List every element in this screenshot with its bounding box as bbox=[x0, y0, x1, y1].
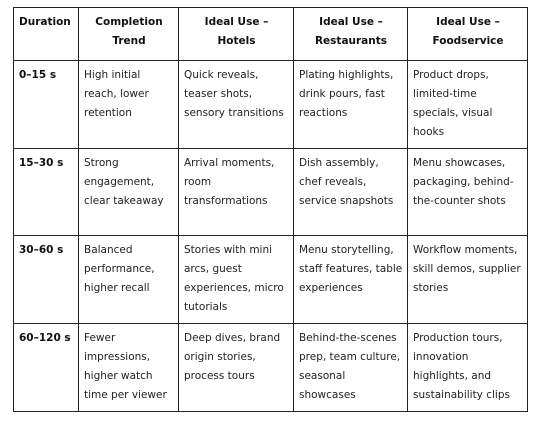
table-cell: Balanced performance, higher recall bbox=[78, 235, 179, 324]
table-body: 0–15 s High initial reach, lower retentio… bbox=[13, 60, 528, 412]
header-cell: Duration bbox=[13, 7, 79, 61]
table-cell: Dish assembly, chef reveals, service sna… bbox=[293, 148, 408, 236]
table-row: 60–120 s Fewer impressions, higher watch … bbox=[13, 323, 528, 412]
table-cell: Stories with mini arcs, guest experience… bbox=[178, 235, 294, 324]
table-cell: Quick reveals, teaser shots, sensory tra… bbox=[178, 60, 294, 149]
table-row: 30–60 s Balanced performance, higher reca… bbox=[13, 235, 528, 324]
duration-table: Duration Completion Trend Ideal Use – Hote… bbox=[13, 7, 528, 412]
header-cell: Ideal Use – Foodservice bbox=[407, 7, 528, 61]
table-cell: Workflow moments, skill demos, supplier … bbox=[407, 235, 528, 324]
table-cell: Deep dives, brand origin stories, proces… bbox=[178, 323, 294, 412]
duration-cell: 0–15 s bbox=[13, 60, 79, 149]
table-cell: High initial reach, lower retention bbox=[78, 60, 179, 149]
table-cell: Production tours, innovation highlights,… bbox=[407, 323, 528, 412]
duration-cell: 30–60 s bbox=[13, 235, 79, 324]
header-cell: Ideal Use – Hotels bbox=[178, 7, 294, 61]
duration-cell: 15–30 s bbox=[13, 148, 79, 236]
table-cell: Menu showcases, packaging, behind-the-co… bbox=[407, 148, 528, 236]
table-header: Duration Completion Trend Ideal Use – Hote… bbox=[13, 7, 528, 61]
duration-cell: 60–120 s bbox=[13, 323, 79, 412]
table-cell: Behind-the-scenes prep, team culture, se… bbox=[293, 323, 408, 412]
table-cell: Strong engagement, clear takeaway bbox=[78, 148, 179, 236]
table-cell: Arrival moments, room transformations bbox=[178, 148, 294, 236]
header-cell: Completion Trend bbox=[78, 7, 179, 61]
header-cell: Ideal Use – Restaurants bbox=[293, 7, 408, 61]
header-row: Duration Completion Trend Ideal Use – Hote… bbox=[13, 7, 528, 61]
table-cell: Plating highlights, drink pours, fast re… bbox=[293, 60, 408, 149]
table-cell: Menu storytelling, staff features, table… bbox=[293, 235, 408, 324]
table-row: 0–15 s High initial reach, lower retentio… bbox=[13, 60, 528, 149]
table-cell: Fewer impressions, higher watch time per… bbox=[78, 323, 179, 412]
table-row: 15–30 s Strong engagement, clear takeaway… bbox=[13, 148, 528, 236]
table-cell: Product drops, limited-time specials, vi… bbox=[407, 60, 528, 149]
